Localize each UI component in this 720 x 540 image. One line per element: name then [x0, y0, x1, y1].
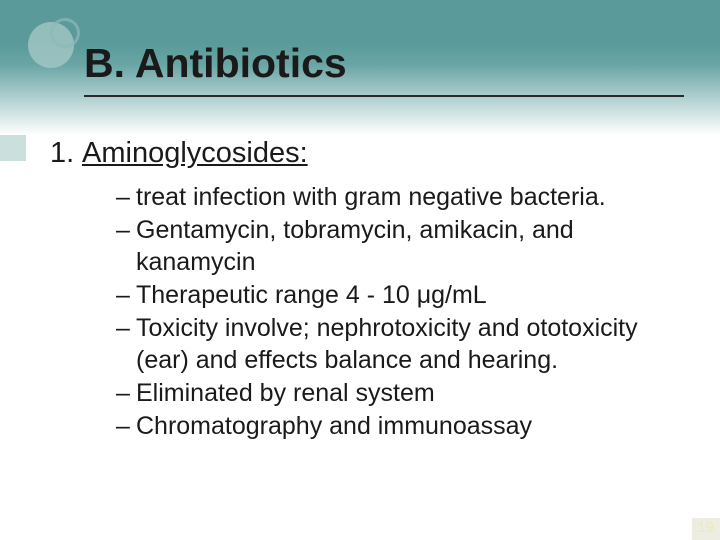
- bullet-item: Toxicity involve; nephrotoxicity and oto…: [116, 312, 690, 376]
- bullet-item: Eliminated by renal system: [116, 377, 690, 409]
- item-label: Aminoglycosides:: [82, 137, 308, 169]
- numbered-item: 1.Aminoglycosides:: [50, 135, 690, 171]
- bullet-item: treat infection with gram negative bacte…: [116, 181, 690, 213]
- bullet-item: Gentamycin, tobramycin, amikacin, and ka…: [116, 214, 690, 278]
- bullet-list: treat infection with gram negative bacte…: [116, 181, 690, 442]
- title-underline: [84, 95, 684, 97]
- bullet-item: Therapeutic range 4 - 10 μg/mL: [116, 279, 690, 311]
- ornament-circle-ring: [50, 18, 80, 48]
- slide-title: B. Antibiotics: [84, 40, 684, 87]
- title-block: B. Antibiotics: [84, 40, 684, 97]
- page-number: 19: [697, 519, 714, 536]
- left-accent-strip: [0, 135, 26, 161]
- content-area: 1.Aminoglycosides: treat infection with …: [50, 135, 690, 443]
- item-number: 1.: [50, 135, 82, 171]
- bullet-item: Chromatography and immunoassay: [116, 410, 690, 442]
- corner-ornament: [28, 18, 82, 72]
